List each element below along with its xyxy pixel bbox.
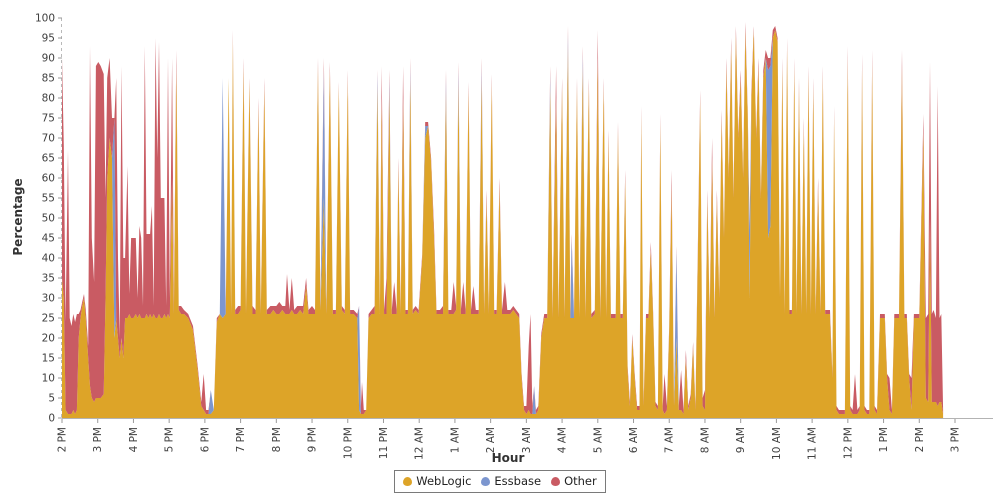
y-tick-label: 70 [42, 133, 55, 145]
legend-item-essbase: Essbase [481, 474, 541, 488]
y-tick-label: 20 [42, 333, 55, 345]
y-tick-label: 30 [42, 293, 55, 305]
y-tick-label: 80 [42, 93, 55, 105]
x-tick-label: 4 PM [128, 427, 140, 452]
x-tick-label: 2 AM [485, 427, 497, 453]
y-tick-label: 90 [42, 53, 55, 65]
x-tick-label: 3 PM [92, 427, 104, 452]
x-tick-label: 12 AM [414, 427, 426, 460]
y-tick-label: 10 [42, 373, 55, 385]
x-tick-label: 11 PM [378, 427, 390, 459]
x-tick-label: 10 PM [342, 427, 354, 459]
x-tick-label: 1 AM [449, 427, 461, 453]
legend-label-essbase: Essbase [494, 474, 542, 488]
essbase-marker-icon [481, 476, 491, 486]
x-tick-label: 1 PM [878, 427, 890, 452]
y-tick-label: 85 [42, 73, 55, 85]
x-tick-label: 5 PM [164, 427, 176, 452]
x-tick-label: 10 AM [771, 427, 783, 460]
x-tick-label: 6 AM [628, 427, 640, 453]
y-tick-label: 40 [42, 253, 55, 265]
x-tick-label: 12 PM [842, 427, 854, 459]
x-tick-label: 9 PM [307, 427, 319, 452]
y-tick-label: 45 [42, 233, 55, 245]
x-tick-label: 3 AM [521, 427, 533, 453]
legend-item-other: Other [551, 474, 597, 488]
legend-box: WebLogic Essbase Other [394, 470, 606, 493]
axes: 0 5 10 15 20 25 30 35 40 45 50 55 60 65 70 75 80 85 90 95 10… [35, 13, 993, 460]
x-axis-title: Hour [491, 451, 525, 465]
x-tick-label: 9 AM [735, 427, 747, 453]
weblogic-area [62, 30, 944, 418]
legend: WebLogic Essbase Other [0, 470, 1000, 493]
y-tick-label: 5 [48, 393, 55, 405]
x-tick-label: 7 AM [664, 427, 676, 453]
x-tick-label: 8 AM [699, 427, 711, 453]
y-tick-label: 95 [42, 33, 55, 45]
y-tick-label: 0 [48, 413, 55, 425]
y-tick-label: 60 [42, 173, 55, 185]
x-tick-label: 3 PM [950, 427, 962, 452]
legend-label-weblogic: WebLogic [416, 474, 472, 488]
y-tick-label: 55 [42, 193, 55, 205]
x-tick-label: 2 PM [57, 427, 69, 452]
y-tick-label: 15 [42, 353, 55, 365]
y-tick-label: 50 [42, 213, 55, 225]
x-tick-label: 2 PM [914, 427, 926, 452]
x-tick-label: 11 AM [807, 427, 819, 460]
x-tick-label: 8 PM [271, 427, 283, 452]
y-tick-label: 25 [42, 313, 55, 325]
y-axis-title: Percentage [11, 178, 25, 256]
weblogic-marker-icon [403, 476, 413, 486]
legend-item-weblogic: WebLogic [403, 474, 471, 488]
x-tick-label: 5 AM [592, 427, 604, 453]
legend-label-other: Other [564, 474, 597, 488]
x-tick-label: 4 AM [557, 427, 569, 453]
x-tick-label: 6 PM [199, 427, 211, 452]
x-tick-label: 7 PM [235, 427, 247, 452]
other-area [62, 22, 944, 414]
y-tick-label: 100 [35, 13, 55, 25]
y-tick-label: 35 [42, 273, 55, 285]
other-marker-icon [551, 476, 561, 486]
plot-area: 0 5 10 15 20 25 30 35 40 45 50 55 60 65 70 75 80 85 90 95 10… [35, 13, 993, 460]
y-tick-label: 75 [42, 113, 55, 125]
y-tick-label: 65 [42, 153, 55, 165]
